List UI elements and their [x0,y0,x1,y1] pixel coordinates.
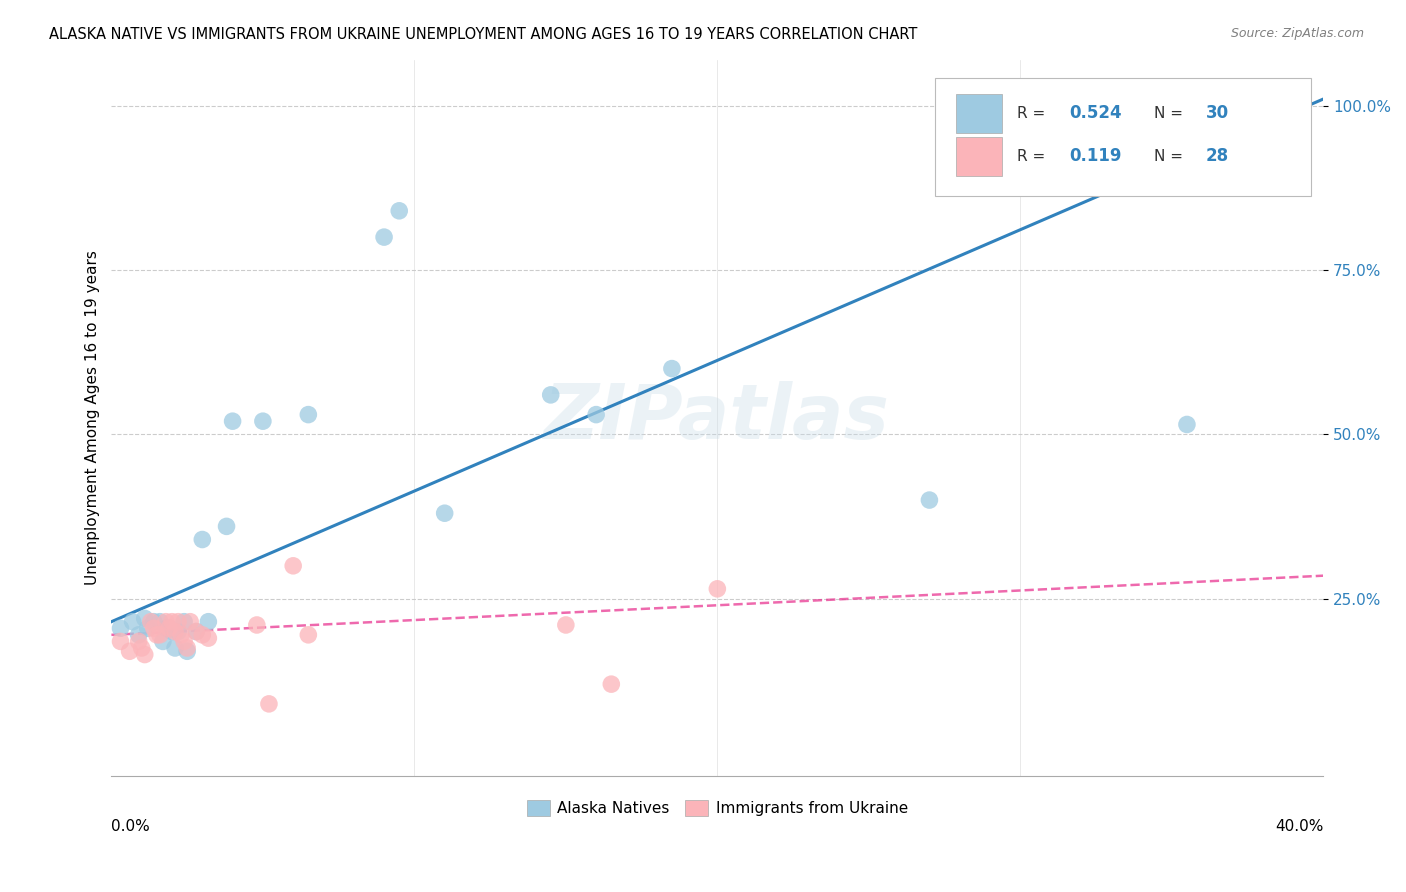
Point [173,615,195,629]
Point [134,611,156,625]
Point [373,230,395,244]
Point [163,624,186,639]
Point [163,640,186,655]
Point [155,615,177,629]
Point [246,618,269,632]
Text: ALASKA NATIVE VS IMMIGRANTS FROM UKRAINE UNEMPLOYMENT AMONG AGES 16 TO 19 YEARS : ALASKA NATIVE VS IMMIGRANTS FROM UKRAINE… [49,27,918,42]
Point [918,493,941,508]
Point [157,621,180,635]
Point [128,628,150,642]
Point [191,533,214,547]
Point [191,628,214,642]
Point [706,582,728,596]
Point [167,615,190,629]
Point [136,621,159,635]
FancyBboxPatch shape [956,136,1002,176]
Text: R =: R = [1017,149,1045,164]
Point [215,519,238,533]
Point [121,615,143,629]
Point [600,677,623,691]
Point [149,628,172,642]
Text: Source: ZipAtlas.com: Source: ZipAtlas.com [1230,27,1364,40]
Point [554,618,576,632]
Point [149,615,172,629]
Text: 28: 28 [1206,147,1229,165]
Point [142,615,165,629]
Point [252,414,274,428]
Point [179,615,201,629]
Point [167,624,190,639]
Point [118,644,141,658]
Point [134,648,156,662]
Point [176,644,198,658]
Text: 0.0%: 0.0% [111,819,150,834]
Text: 0.524: 0.524 [1069,104,1122,122]
Text: 30: 30 [1206,104,1229,122]
Point [170,628,193,642]
Legend: Alaska Natives, Immigrants from Ukraine: Alaska Natives, Immigrants from Ukraine [520,794,914,822]
Point [540,388,562,402]
Point [128,634,150,648]
Point [197,631,219,645]
Point [173,634,195,648]
Point [157,621,180,635]
Point [142,621,165,635]
Text: N =: N = [1153,106,1182,120]
Text: R =: R = [1017,106,1045,120]
Point [661,361,683,376]
Text: ZIPatlas: ZIPatlas [544,381,890,455]
FancyBboxPatch shape [956,94,1002,133]
Point [433,506,456,520]
Point [186,624,208,639]
Point [585,408,607,422]
Point [186,624,208,639]
Point [155,621,177,635]
Text: N =: N = [1153,149,1182,164]
Point [110,621,132,635]
Text: 40.0%: 40.0% [1275,819,1323,834]
Y-axis label: Unemployment Among Ages 16 to 19 years: Unemployment Among Ages 16 to 19 years [86,251,100,585]
Point [139,615,162,629]
Point [297,628,319,642]
Point [221,414,243,428]
Point [110,634,132,648]
Point [176,640,198,655]
Point [160,624,183,639]
Point [388,203,411,218]
Text: 0.119: 0.119 [1069,147,1122,165]
Point [152,634,174,648]
Point [257,697,280,711]
Point [197,615,219,629]
Point [297,408,319,422]
FancyBboxPatch shape [935,78,1312,195]
Point [131,640,153,655]
Point [160,615,183,629]
Point [283,558,305,573]
Point [1175,417,1198,432]
Point [146,628,169,642]
